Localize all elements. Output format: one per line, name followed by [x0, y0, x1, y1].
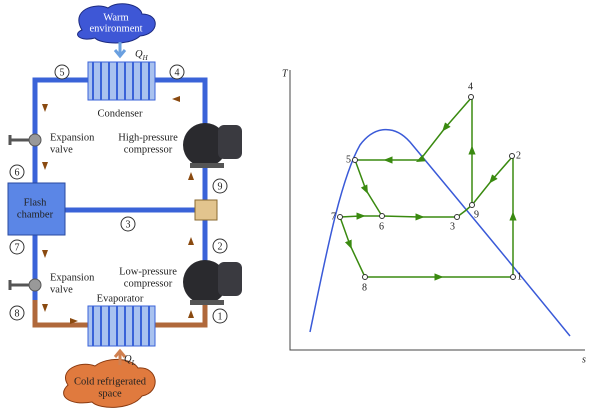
state-point	[469, 202, 475, 208]
state-number: 2	[218, 241, 223, 252]
condenser-label: Condenser	[98, 108, 143, 119]
state-point	[379, 213, 385, 219]
evaporator-label: Evaporator	[97, 293, 144, 304]
state-point	[362, 274, 368, 280]
evaporator-coil	[87, 305, 156, 347]
mixing-chamber	[194, 199, 218, 221]
state-number: 3	[126, 219, 131, 230]
flash-chamber-box	[7, 182, 66, 236]
condenser-coil	[87, 61, 156, 101]
hp-compressor-label: compressor	[124, 144, 173, 155]
state-point	[352, 157, 358, 163]
x-axis-label: s	[582, 354, 586, 365]
valves	[8, 133, 42, 292]
point-label: 7	[331, 211, 336, 222]
point-label: 9	[474, 209, 479, 220]
state-circle	[9, 239, 25, 255]
point-label: 8	[362, 282, 367, 293]
point-label: 2	[516, 150, 521, 161]
lp-compressor-label: compressor	[124, 278, 173, 289]
hp-compressor	[183, 123, 242, 168]
warm-label: environment	[89, 23, 142, 34]
valve-label: Expansion	[50, 132, 95, 143]
state-circle	[9, 305, 25, 321]
state-number: 7	[15, 242, 20, 253]
state-circle	[169, 64, 185, 80]
ts-diagram: T s 4 2 5 9 6 3 7 1 8	[282, 68, 586, 365]
state-number: 1	[218, 311, 223, 322]
state-point	[337, 214, 343, 220]
state-number: 8	[15, 308, 20, 319]
state-circle	[212, 178, 228, 194]
axes	[289, 70, 585, 351]
cycle-lines	[339, 96, 517, 281]
state-markers: 5 4 6 9 3 7 2 8 1	[9, 64, 228, 324]
state-point	[454, 214, 460, 220]
y-axis-label: T	[282, 68, 289, 79]
hp-compressor-label: High-pressure	[118, 132, 178, 143]
flow-arrows	[42, 96, 194, 324]
state-point	[468, 94, 474, 100]
flash-label: chamber	[17, 209, 54, 220]
pipes	[32, 77, 208, 328]
point-label: 5	[346, 154, 351, 165]
point-label: 4	[468, 81, 473, 92]
state-number: 9	[218, 181, 223, 192]
state-number: 5	[60, 67, 65, 78]
heat-absorbed: QL	[124, 354, 136, 366]
lp-compressor	[183, 260, 242, 305]
point-label: 1	[517, 271, 522, 282]
heat-rejected: QH	[135, 49, 149, 61]
lp-compressor-label: Low-pressure	[119, 266, 177, 277]
warm-cloud	[77, 3, 156, 44]
state-circle	[54, 64, 70, 80]
cold-label: Cold refrigerated	[74, 376, 147, 387]
state-number: 4	[175, 67, 180, 78]
cold-cloud	[63, 359, 156, 408]
point-label: 6	[379, 221, 384, 232]
heat-arrow	[113, 348, 127, 365]
flash-label: Flash	[24, 197, 48, 208]
state-circle	[120, 216, 136, 232]
state-points: 4 2 5 9 6 3 7 1 8	[331, 81, 522, 293]
state-number: 6	[15, 167, 20, 178]
valve-label: valve	[50, 144, 73, 155]
state-circle	[212, 238, 228, 254]
cold-label: space	[98, 388, 122, 399]
state-circle	[9, 164, 25, 180]
state-point	[509, 153, 515, 159]
warm-label: Warm	[103, 12, 128, 23]
state-point	[510, 274, 516, 280]
point-label: 3	[450, 221, 455, 232]
heat-arrow	[113, 42, 127, 59]
state-circle	[212, 308, 228, 324]
valve-label: Expansion	[50, 272, 95, 283]
refrigeration-schematic: Warm environment QH Condenser High-press…	[7, 3, 242, 408]
valve-label: valve	[50, 284, 73, 295]
